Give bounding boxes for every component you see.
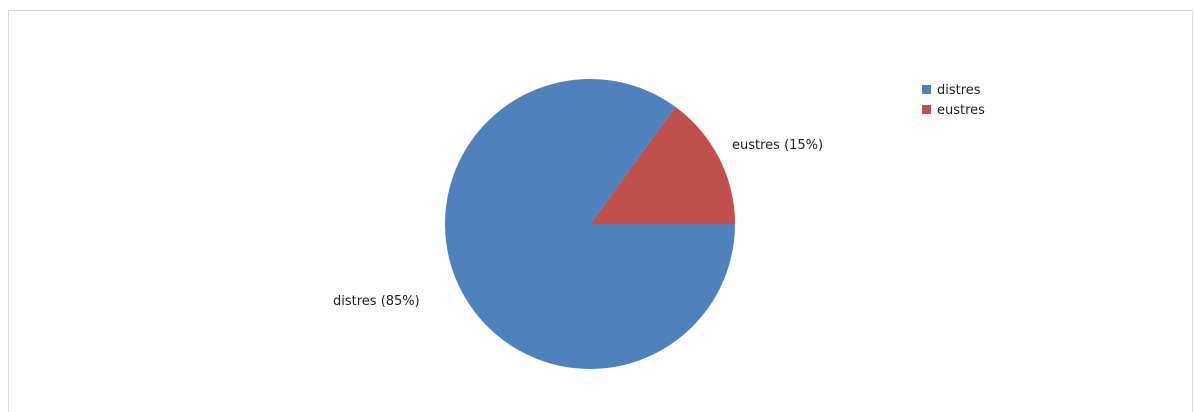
legend-label-distres: distres — [937, 83, 981, 98]
legend: distres eustres — [922, 83, 985, 118]
data-labels: distres (85%) eustres (15%) — [333, 138, 823, 309]
pie-slice-distres — [444, 78, 735, 369]
legend-label-eustres: eustres — [937, 103, 985, 118]
legend-swatch-eustres — [922, 105, 931, 114]
legend-swatch-distres — [922, 85, 931, 94]
data-label-distres: distres (85%) — [333, 294, 420, 309]
data-label-eustres: eustres (15%) — [732, 138, 823, 153]
pie-slice-eustres — [590, 106, 735, 224]
pie-slices — [444, 78, 735, 369]
